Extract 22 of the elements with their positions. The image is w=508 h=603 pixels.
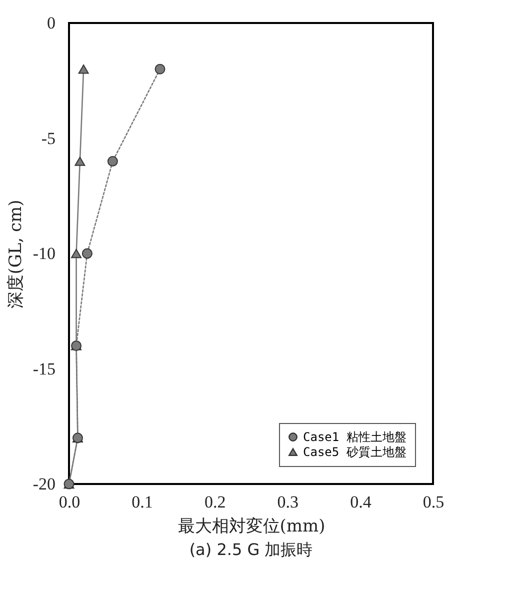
- x-tick-label: 0.5: [422, 492, 444, 512]
- text: (a) 2.5 G 加振時: [189, 540, 313, 559]
- point: [154, 64, 166, 74]
- y-tick-label: -15: [32, 359, 56, 378]
- legend-label: Case5 砂質土地盤: [303, 445, 406, 459]
- y-tick-label: -20: [32, 474, 56, 494]
- x-tick-label: 0.4: [350, 492, 372, 512]
- point: [78, 64, 89, 74]
- y-tick-label: 0: [47, 14, 56, 32]
- point: [82, 248, 92, 259]
- point: [107, 156, 118, 167]
- point: [71, 248, 82, 258]
- x-tick-label: 0.3: [277, 492, 299, 512]
- x-tick-label: 0.2: [204, 492, 226, 512]
- x-tick-label: 0.1: [132, 492, 153, 512]
- y-tick-label: -5: [41, 128, 56, 148]
- x-axis-title: 最大相対変位(mm): [178, 516, 326, 536]
- point: [74, 156, 86, 166]
- legend-label: Case1 粘性土地盤: [303, 430, 406, 444]
- y-axis-title: 深度(GL, cm): [6, 200, 26, 308]
- x-tick-label: 0.0: [58, 492, 80, 512]
- y-tick-label: -10: [32, 244, 56, 263]
